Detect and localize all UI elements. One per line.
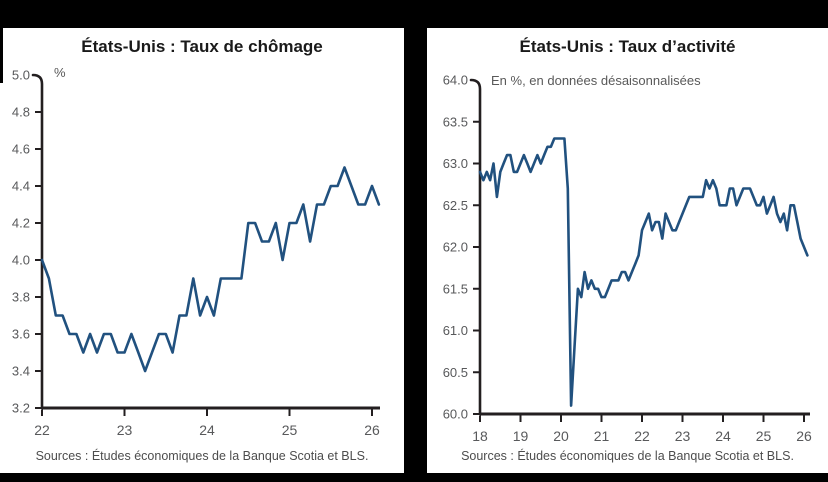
svg-text:23: 23 [117, 422, 133, 438]
svg-text:26: 26 [796, 428, 812, 444]
svg-text:22: 22 [34, 422, 50, 438]
source-note-unemployment: Sources : Études économiques de la Banqu… [35, 449, 369, 463]
svg-text:63.0: 63.0 [443, 156, 468, 171]
svg-text:25: 25 [282, 422, 298, 438]
svg-text:19: 19 [513, 428, 529, 444]
svg-text:3.8: 3.8 [12, 290, 30, 305]
svg-text:61.0: 61.0 [443, 323, 468, 338]
svg-text:63.5: 63.5 [443, 114, 468, 129]
chart-panel-unemployment: États-Unis : Taux de chômage % 5.0 4.8 4.6… [0, 28, 404, 473]
chart-title-participation: États-Unis : Taux d’activité [519, 37, 736, 56]
y-axis-subtitle-label: En %, en données désaisonnalisées [491, 73, 701, 88]
svg-text:24: 24 [715, 428, 731, 444]
svg-text:3.4: 3.4 [12, 364, 30, 379]
chart-panel-participation: États-Unis : Taux d’activité En %, en do… [427, 28, 828, 473]
y-axis-unit-label: % [54, 65, 66, 80]
svg-text:4.4: 4.4 [12, 179, 30, 194]
svg-text:4.2: 4.2 [12, 216, 30, 231]
chart-title-unemployment: États-Unis : Taux de chômage [81, 37, 323, 56]
svg-text:62.5: 62.5 [443, 198, 468, 213]
svg-text:20: 20 [553, 428, 569, 444]
svg-text:25: 25 [756, 428, 772, 444]
svg-text:18: 18 [472, 428, 488, 444]
svg-text:4.0: 4.0 [12, 253, 30, 268]
svg-text:60.5: 60.5 [443, 365, 468, 380]
svg-text:4.8: 4.8 [12, 105, 30, 120]
line-chart-participation: 64.0 63.5 63.0 62.5 62.0 61.5 61.0 60.5 60.0 18 19… [443, 73, 812, 445]
svg-text:61.5: 61.5 [443, 281, 468, 296]
source-note-participation: Sources : Études économiques de la Banqu… [461, 449, 794, 463]
svg-text:22: 22 [634, 428, 650, 444]
svg-text:23: 23 [675, 428, 691, 444]
line-chart-unemployment: 5.0 4.8 4.6 4.4 4.2 4.0 3.8 3.6 3.4 3.2 22 23 24 25 26 [12, 68, 381, 438]
svg-text:3.6: 3.6 [12, 327, 30, 342]
svg-text:26: 26 [364, 422, 380, 438]
svg-text:60.0: 60.0 [443, 407, 468, 422]
svg-text:3.2: 3.2 [12, 401, 30, 416]
svg-text:62.0: 62.0 [443, 240, 468, 255]
svg-text:4.6: 4.6 [12, 142, 30, 157]
svg-text:21: 21 [594, 428, 610, 444]
svg-text:5.0: 5.0 [12, 68, 30, 83]
svg-text:24: 24 [199, 422, 215, 438]
svg-text:64.0: 64.0 [443, 73, 468, 88]
black-edge-strip [0, 28, 3, 83]
